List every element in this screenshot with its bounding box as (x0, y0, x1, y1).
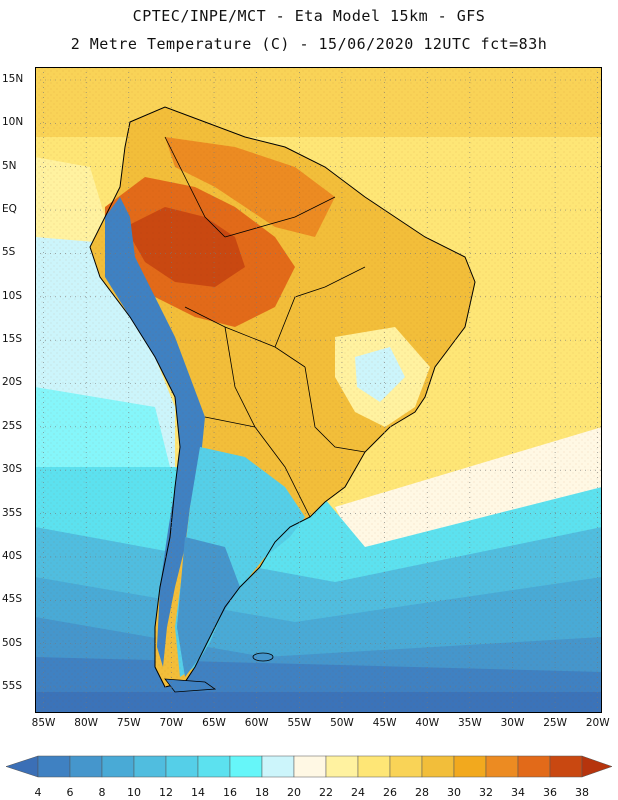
colorbar-swatch (485, 755, 519, 778)
lat-tick-label: 5N (2, 159, 17, 172)
colorbar-swatch (517, 755, 551, 778)
lat-tick-label: 10S (2, 289, 23, 302)
lat-tick-label: 55S (2, 679, 23, 692)
lon-tick-label: 45W (372, 717, 397, 729)
lat-tick-label: 15S (2, 333, 23, 346)
colorbar-swatch (357, 755, 391, 778)
lon-tick-label: 40W (415, 717, 440, 729)
colorbar-swatch (229, 755, 263, 778)
colorbar-label: 10 (127, 786, 141, 799)
map-border (35, 67, 602, 713)
lat-tick-label: 50S (2, 636, 23, 649)
lon-tick-label: 80W (74, 717, 99, 729)
colorbar-label: 36 (543, 786, 557, 799)
colorbar-swatch (197, 755, 231, 778)
lat-tick-label: 45S (2, 593, 23, 606)
lon-tick-label: 50W (330, 717, 354, 729)
colorbar-label: 20 (287, 786, 301, 799)
land-texture (35, 67, 602, 713)
colorbar-swatch (421, 755, 455, 778)
lon-tick-label: 70W (159, 717, 184, 729)
lat-tick-label: 20S (2, 376, 23, 389)
colorbar-label: 28 (415, 786, 429, 799)
colorbar-label: 8 (98, 786, 106, 799)
colorbar-label: 38 (575, 786, 589, 799)
lat-tick-label: 15N (2, 73, 24, 85)
colorbar-label: 16 (223, 786, 237, 799)
colorbar-swatch (549, 755, 583, 778)
lat-tick-label: 30S (2, 463, 23, 476)
colorbar-swatch (133, 755, 167, 778)
coastline (89, 106, 476, 688)
chart-subtitle: 2 Metre Temperature (C) - 15/06/2020 12U… (70, 35, 548, 53)
lon-tick-label: 35W (457, 717, 482, 729)
island-malvinas (252, 652, 274, 662)
lat-tick-label: EQ (2, 203, 17, 216)
colorbar-swatch (165, 755, 199, 778)
colorbar-low-arrow (5, 755, 39, 778)
colorbar-label: 18 (255, 786, 269, 799)
colorbar-label: 22 (319, 786, 333, 799)
colorbar-swatch (37, 755, 71, 778)
colorbar-swatch (325, 755, 359, 778)
colorbar-label: 26 (383, 786, 397, 799)
colorbar-label: 12 (159, 786, 173, 799)
colorbar-swatch (453, 755, 487, 778)
lon-tick-label: 65W (202, 717, 226, 729)
lat-tick-label: 35S (2, 506, 23, 519)
lat-tick-label: 5S (2, 246, 16, 259)
lon-tick-label: 75W (116, 717, 141, 729)
colorbar (5, 755, 613, 778)
lat-tick-label: 25S (2, 419, 23, 432)
colorbar-high-arrow (581, 755, 613, 778)
lon-tick-label: 20W (585, 717, 610, 729)
colorbar-label: 32 (479, 786, 493, 799)
lat-tick-label: 40S (2, 549, 23, 562)
lon-tick-label: 25W (543, 717, 567, 729)
colorbar-label: 30 (447, 786, 461, 799)
lon-tick-label: 60W (244, 717, 269, 729)
temperature-map (35, 67, 602, 713)
lon-tick-label: 55W (287, 717, 312, 729)
colorbar-swatch (261, 755, 295, 778)
colorbar-label: 34 (511, 786, 525, 799)
lon-tick-label: 30W (500, 717, 525, 729)
colorbar-label: 4 (34, 786, 42, 799)
lat-tick-label: 10N (2, 116, 24, 129)
colorbar-label: 6 (66, 786, 74, 799)
colorbar-label: 24 (351, 786, 365, 799)
lon-tick-label: 85W (31, 717, 56, 729)
colorbar-swatch (101, 755, 135, 778)
colorbar-swatch (389, 755, 423, 778)
colorbar-label: 14 (191, 786, 205, 799)
colorbar-swatch (69, 755, 103, 778)
colorbar-swatch (293, 755, 327, 778)
chart-title: CPTEC/INPE/MCT - Eta Model 15km - GFS (132, 7, 486, 25)
